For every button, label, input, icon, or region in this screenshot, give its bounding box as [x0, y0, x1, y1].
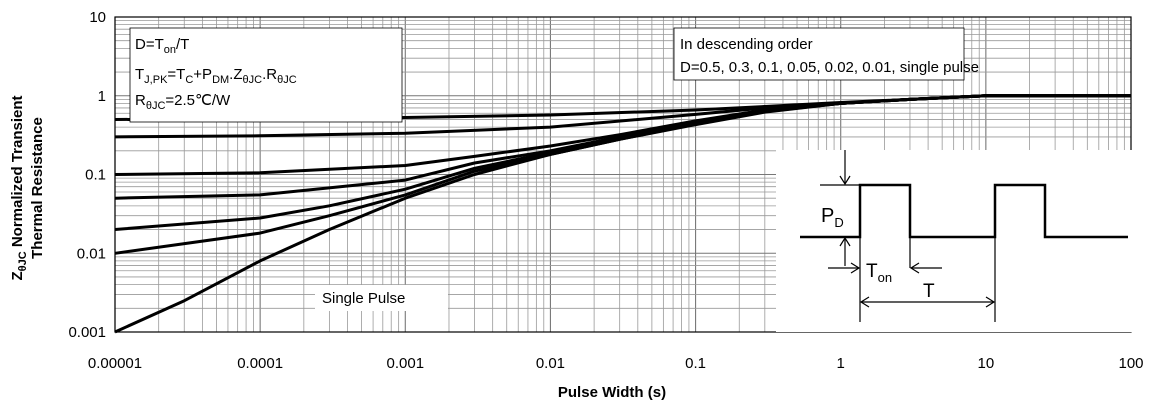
y-axis-label: ZθJC Normalized Transient Thermal Resist… — [9, 95, 46, 280]
x-tick-label: 0.1 — [685, 355, 706, 372]
pulse-train — [800, 183, 1128, 239]
y-tick-label: 0.01 — [77, 245, 106, 262]
pd-arrowhead-down — [839, 175, 851, 186]
x-axis-label: Pulse Width (s) — [558, 384, 666, 401]
x-tick-label: 100 — [1118, 355, 1143, 372]
y-tick-labels: 0.001 0.01 0.1 1 10 — [68, 9, 106, 341]
y-tick-label: 10 — [89, 9, 106, 26]
period-arrowhead-right — [985, 296, 996, 308]
ton-arrowhead-left — [850, 262, 861, 274]
x-tick-label: 0.001 — [387, 355, 425, 372]
formula-box — [129, 27, 403, 123]
x-tick-label: 0.0001 — [237, 355, 283, 372]
single-pulse-label-box — [315, 285, 448, 311]
period-arrowhead-left — [859, 296, 870, 308]
x-tick-label: 0.00001 — [88, 355, 142, 372]
single-pulse-label: Single Pulse — [322, 290, 405, 307]
duty-cycle-list: D=0.5, 0.3, 0.1, 0.05, 0.02, 0.01, singl… — [680, 59, 979, 76]
pd-label: PD — [821, 205, 844, 230]
x-tick-label: 1 — [837, 355, 845, 372]
period-label: T — [923, 281, 935, 302]
x-tick-labels: 0.00001 0.0001 0.001 0.01 0.1 1 10 100 — [88, 355, 1144, 372]
order-note-title: In descending order — [680, 36, 813, 53]
order-note-box — [673, 27, 965, 81]
x-tick-label: 10 — [978, 355, 995, 372]
series-line-7 — [114, 94, 1131, 334]
pulse-diagram-inset — [776, 150, 1132, 332]
pd-arrowhead-up — [839, 236, 851, 247]
y-tick-label: 1 — [98, 88, 106, 105]
y-axis-label-line1: ZθJC Normalized Transient — [9, 95, 29, 280]
duty-cycle-formula: D=Ton/T — [135, 36, 189, 56]
thermal-resistance-value: RθJC=2.5℃/W — [135, 92, 231, 112]
ton-label: Ton — [866, 261, 892, 285]
pulse-waveform — [800, 150, 1128, 322]
x-tick-label: 0.01 — [536, 355, 565, 372]
ton-arrowhead-right — [909, 262, 920, 274]
y-axis-label-line2: Thermal Resistance — [29, 117, 46, 259]
y-tick-label: 0.1 — [85, 167, 106, 184]
y-tick-label: 0.001 — [68, 324, 106, 341]
junction-temp-formula: TJ,PK=TC+PDM.ZθJC.RθJC — [135, 66, 297, 86]
